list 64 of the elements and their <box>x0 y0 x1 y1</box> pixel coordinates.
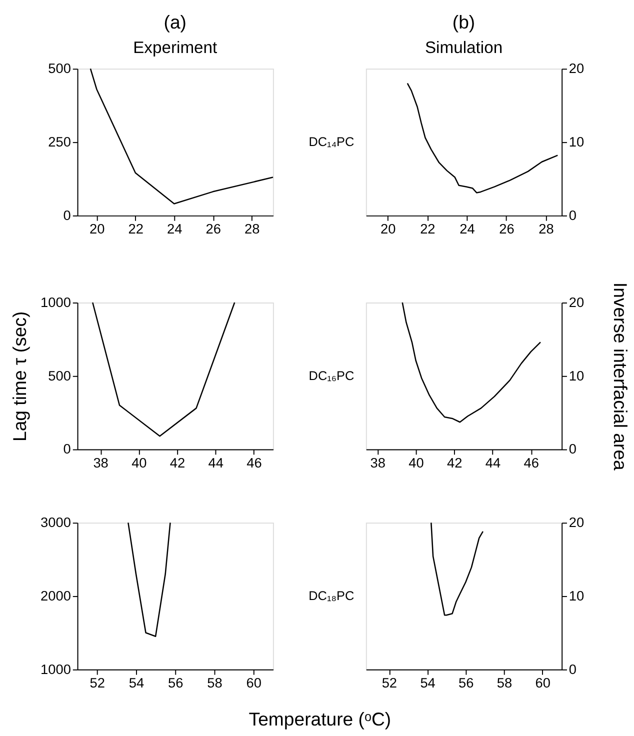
x-tick-label: 42 <box>170 455 186 470</box>
y-tick-label: 3000 <box>40 515 72 530</box>
x-tick-label: 52 <box>90 676 105 691</box>
x-tick-label: 56 <box>458 676 474 691</box>
y2-tick-label: 0 <box>568 662 577 677</box>
x-tick-label: 24 <box>460 222 476 237</box>
y-tick-label: 0 <box>63 442 72 457</box>
y-tick-label: 250 <box>48 134 72 150</box>
x-tick-label: 54 <box>420 676 436 691</box>
y-tick-label: 500 <box>48 368 72 384</box>
x-axis-title: Temperature (ᵒC) <box>248 708 392 730</box>
x-tick-label: 24 <box>167 222 183 237</box>
x-tick-label: 20 <box>90 222 106 237</box>
y2-tick-label: 20 <box>568 61 585 76</box>
x-tick-label: 56 <box>168 676 184 691</box>
x-tick-label: 46 <box>246 455 262 470</box>
y-tick-label: 1000 <box>40 662 72 677</box>
chart-subtitle: Simulation <box>424 38 503 58</box>
x-tick-label: 28 <box>538 222 554 237</box>
y2-tick-label: 10 <box>568 588 585 604</box>
x-tick-label: 60 <box>246 676 262 691</box>
x-tick-label: 58 <box>207 676 223 691</box>
x-tick-label: 58 <box>496 676 513 691</box>
y-tick-label: 1000 <box>40 294 72 310</box>
text: DC₁₄PC <box>308 134 354 149</box>
text: DC₁₈PC <box>308 588 354 603</box>
x-tick-label: 54 <box>128 676 144 691</box>
x-tick-label: 46 <box>524 455 540 470</box>
y-axis-title: Lag time τ (sec) <box>8 311 30 442</box>
x-tick-label: 28 <box>244 222 260 237</box>
x-tick-label: 26 <box>499 222 515 237</box>
chart-subtitle: Experiment <box>133 38 218 58</box>
x-tick-label: 52 <box>382 676 398 691</box>
y2-tick-label: 20 <box>568 515 585 530</box>
x-tick-label: 60 <box>535 676 551 691</box>
line-series <box>128 522 171 638</box>
y-tick-label: 2000 <box>40 588 72 604</box>
line-series <box>402 302 542 423</box>
line-series <box>90 68 274 204</box>
x-tick-label: 26 <box>206 222 222 237</box>
x-tick-label: 38 <box>93 455 109 470</box>
y-tick-label: 0 <box>63 208 72 223</box>
x-tick-label: 44 <box>208 455 224 470</box>
x-tick-label: 38 <box>370 455 386 470</box>
x-tick-label: 22 <box>420 222 436 237</box>
x-tick-label: 42 <box>447 455 462 470</box>
chart-title: (b) <box>452 12 476 33</box>
text: DC₁₆PC <box>308 368 354 383</box>
y2-tick-label: 20 <box>568 294 585 310</box>
y2-tick-label: 10 <box>568 368 585 384</box>
x-tick-label: 44 <box>485 455 502 470</box>
y2-tick-label: 10 <box>568 134 585 150</box>
y2-axis-title: Inverse interfacial area <box>610 282 631 472</box>
y-tick-label: 500 <box>48 61 72 76</box>
y2-tick-label: 0 <box>568 442 577 457</box>
x-tick-label: 20 <box>380 222 396 237</box>
line-series <box>92 302 236 437</box>
line-series <box>430 522 484 616</box>
x-tick-label: 40 <box>132 455 148 470</box>
x-tick-label: 40 <box>408 455 424 470</box>
y2-tick-label: 0 <box>568 208 577 223</box>
line-series <box>406 82 558 194</box>
x-tick-label: 22 <box>128 222 144 237</box>
chart-title: (a) <box>164 12 186 33</box>
